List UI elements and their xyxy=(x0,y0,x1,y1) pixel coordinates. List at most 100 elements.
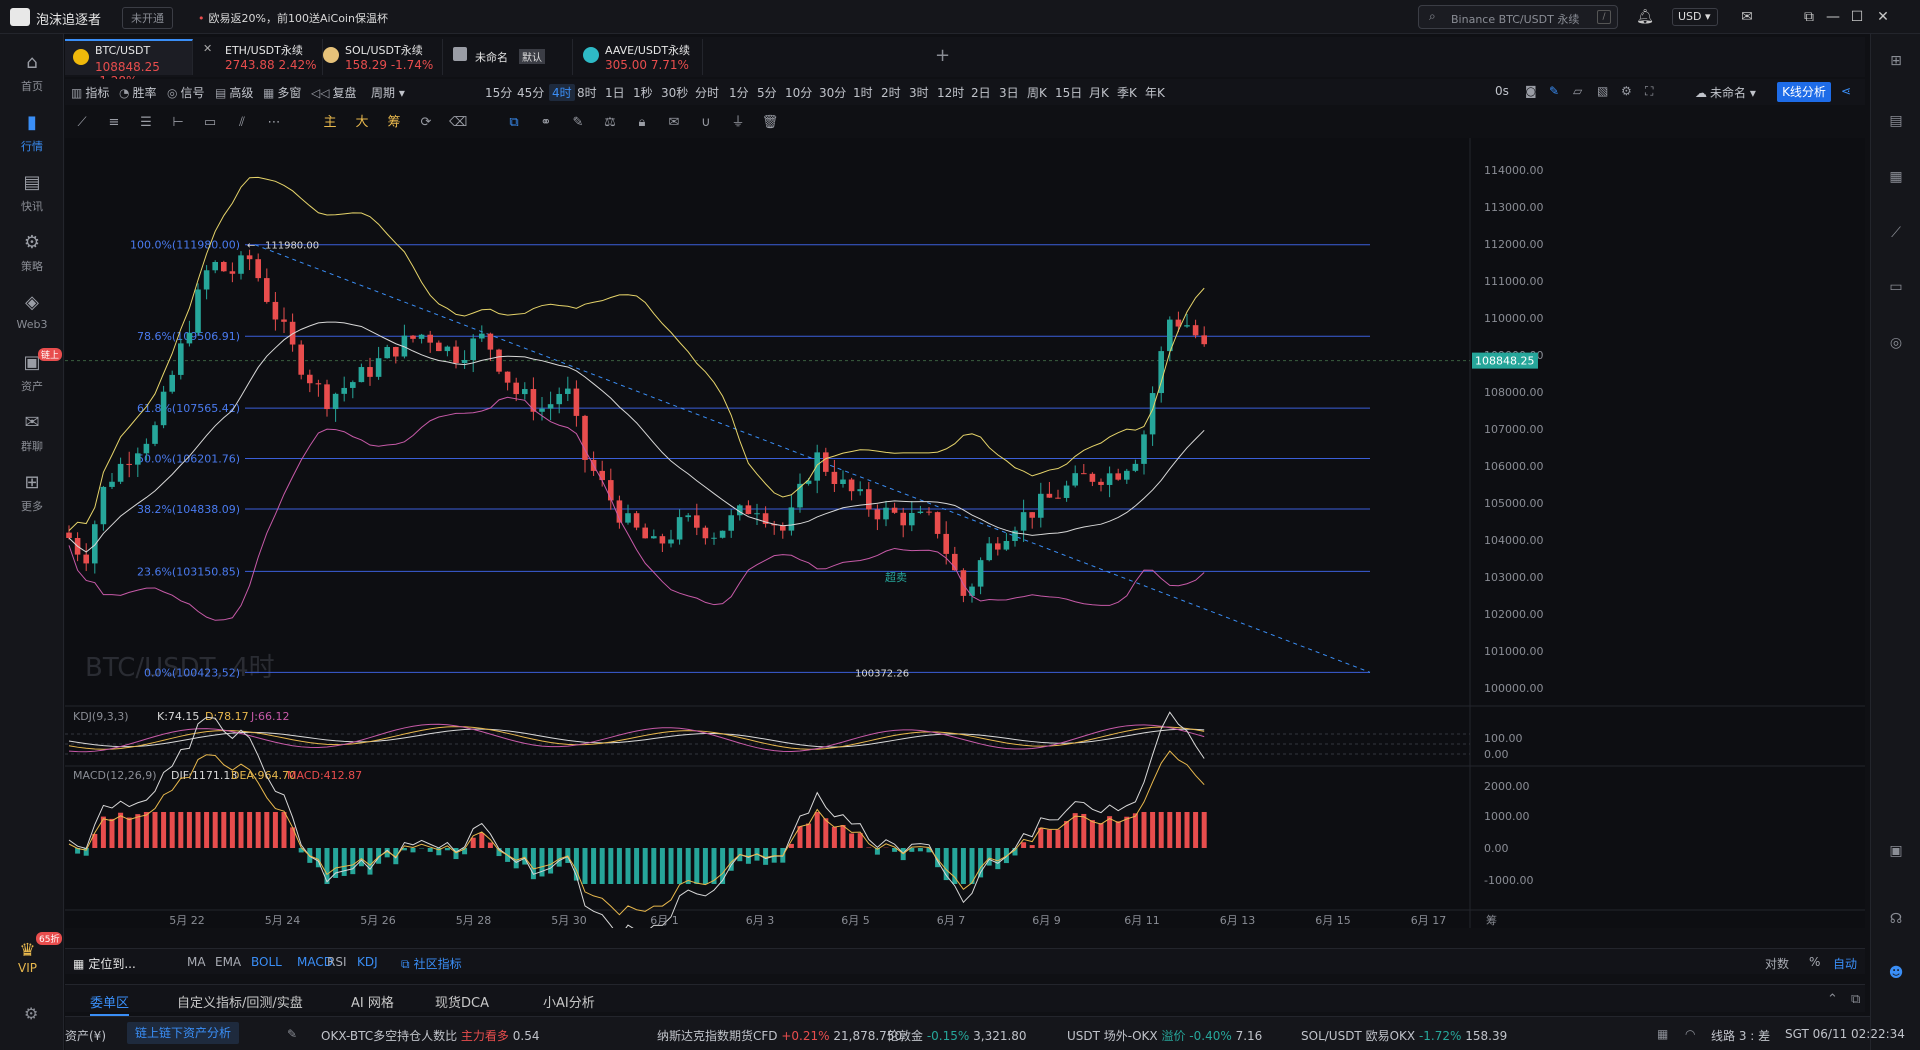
mail-icon[interactable]: ✉ xyxy=(1741,9,1753,25)
ticker-0[interactable]: OKX-BTC多空持仓人数比 主力看多 0.54 xyxy=(321,1027,539,1044)
kdj-title[interactable]: KDJ(9,3,3) xyxy=(73,710,129,723)
interval-10[interactable]: 10分 xyxy=(785,86,813,100)
indicator-boll[interactable]: BOLL xyxy=(251,955,282,969)
weight-icon[interactable]: ⚖ xyxy=(604,115,616,130)
parallel-icon[interactable]: ≡ xyxy=(108,115,120,130)
calculator-icon[interactable]: ▦ xyxy=(1889,169,1903,185)
interval-20[interactable]: 月K xyxy=(1089,86,1109,100)
symbol-tab-2[interactable]: SOL/USDT永续 158.29 -1.74% xyxy=(315,39,443,75)
nav-item-7[interactable]: ⊞ 更多 xyxy=(0,464,64,524)
toolbar-item-0[interactable]: ▥ 指标 xyxy=(71,84,109,101)
magnet-icon[interactable]: ∪ xyxy=(701,115,711,130)
grid-icon[interactable]: ⊞ xyxy=(1890,53,1902,69)
interval-8[interactable]: 1分 xyxy=(729,86,749,100)
link-icon[interactable]: ⚭ xyxy=(540,115,552,130)
currency-select[interactable]: USD ▾ xyxy=(1672,8,1718,26)
ruler-icon[interactable]: ▱ xyxy=(1573,84,1583,98)
draw-tool-1[interactable]: 大 xyxy=(355,115,369,130)
nav-item-3[interactable]: ⚙ 策略 xyxy=(0,224,64,284)
share-icon[interactable]: ⋖ xyxy=(1841,84,1852,98)
community-indicator[interactable]: ⧉ 社区指标 xyxy=(401,955,462,972)
scale-option-0[interactable]: 对数 xyxy=(1765,957,1790,971)
interval-19[interactable]: 15日 xyxy=(1055,86,1083,100)
ticker-3[interactable]: USDT 场外-OKX 溢价 -0.40% 7.16 xyxy=(1067,1027,1262,1044)
toolbar-item-1[interactable]: ◔ 胜率 xyxy=(119,84,157,101)
settings-icon[interactable]: ⚙ xyxy=(24,1004,39,1023)
kline-analysis-button[interactable]: K线分析 xyxy=(1777,82,1831,102)
panel-tab-2[interactable]: AI 网格 xyxy=(351,996,394,1011)
draw-tool-2[interactable]: 筹 xyxy=(387,115,401,130)
close-icon[interactable]: ✕ xyxy=(1877,9,1889,25)
interval-7[interactable]: 分时 xyxy=(695,86,720,100)
robot-icon[interactable]: ☻ xyxy=(1888,965,1904,981)
interval-21[interactable]: 季K xyxy=(1117,86,1137,100)
camera-icon[interactable]: ◙ xyxy=(1525,84,1537,98)
nav-item-2[interactable]: ▤ 快讯 xyxy=(0,164,64,224)
interval-12[interactable]: 1时 xyxy=(853,86,873,100)
marquee-text[interactable]: • 欧易返20%，前100送AiCoin保温杯 xyxy=(198,10,388,26)
macd-title[interactable]: MACD(12,26,9) xyxy=(73,769,157,782)
interval-13[interactable]: 2时 xyxy=(881,86,901,100)
nav-item-6[interactable]: ✉ 群聊 xyxy=(0,404,64,464)
scale-option-2[interactable]: 自动 xyxy=(1833,957,1858,971)
trash-icon[interactable]: 🗑︎ xyxy=(761,115,779,130)
network-line[interactable]: 线路 3 : 差 xyxy=(1711,1029,1771,1043)
indicator-ema[interactable]: EMA xyxy=(215,955,242,969)
interval-15[interactable]: 12时 xyxy=(937,86,965,100)
toolbar-item-5[interactable]: ◁◁ 复盘 xyxy=(311,84,356,101)
toolbar-item-2[interactable]: ◎ 信号 xyxy=(167,84,205,101)
interval-1[interactable]: 45分 xyxy=(517,86,545,100)
popout-panel-icon[interactable]: ⧉ xyxy=(1851,992,1861,1007)
pen-icon[interactable]: ✎ xyxy=(1549,84,1560,98)
chart-area[interactable]: BTC/USDT, 4时 114000.00 113000.00 112000.00 1… xyxy=(65,138,1865,939)
asset-analysis-button[interactable]: 链上链下资产分析 xyxy=(127,1022,240,1044)
interval-18[interactable]: 周K xyxy=(1027,86,1047,100)
brush-icon[interactable]: ✎ xyxy=(572,115,584,130)
panel-tab-1[interactable]: 自定义指标/回测/实盘 xyxy=(177,996,303,1011)
nav-item-4[interactable]: ◈ Web3 xyxy=(0,284,64,344)
symbol-tab-3[interactable]: 未命名 默认 xyxy=(445,39,573,75)
nav-item-0[interactable]: ⌂ 首页 xyxy=(0,44,64,104)
ticker-2[interactable]: 伦敦金 -0.15% 3,321.80 xyxy=(887,1027,1027,1044)
ticker-4[interactable]: SOL/USDT 欧易OKX -1.72% 158.39 xyxy=(1301,1027,1507,1044)
copy-icon[interactable]: ⧉ xyxy=(509,115,519,130)
candlestick-chart[interactable]: BTC/USDT, 4时 114000.00 113000.00 112000.00 1… xyxy=(65,138,1865,939)
interval-3[interactable]: 8时 xyxy=(577,86,597,100)
bell-icon[interactable]: 🔔︎ xyxy=(1636,9,1654,25)
image-icon[interactable]: ▧ xyxy=(1597,84,1609,98)
interval-11[interactable]: 30分 xyxy=(819,86,847,100)
trendline-icon[interactable]: ⟋ xyxy=(77,115,87,130)
scale-option-1[interactable]: % xyxy=(1809,955,1821,969)
locate-button[interactable]: ▦ 定位到... xyxy=(73,955,136,972)
indicator-kdj[interactable]: KDJ xyxy=(357,955,378,969)
panel-tab-4[interactable]: 小AI分析 xyxy=(543,996,595,1011)
more-icon[interactable]: ⋯ xyxy=(267,115,281,130)
rect-icon[interactable]: ▭ xyxy=(203,115,217,130)
toolbar-item-6[interactable]: 周期 ▾ xyxy=(371,86,405,100)
monitor-icon[interactable]: ▭ xyxy=(1889,279,1903,295)
panel-tab-3[interactable]: 现货DCA xyxy=(435,996,489,1011)
toolbar-item-3[interactable]: ▤ 高级 xyxy=(215,84,253,101)
fib-icon[interactable]: ⫽ xyxy=(239,115,245,130)
interval-0[interactable]: 15分 xyxy=(485,86,513,100)
interval-4[interactable]: 1日 xyxy=(605,86,625,100)
interval-16[interactable]: 2日 xyxy=(971,86,991,100)
ticker-1[interactable]: 纳斯达克指数期货CFD +0.21% 21,878.750 xyxy=(657,1027,902,1044)
analysis-icon[interactable]: ⟋ xyxy=(1891,225,1901,241)
qr-icon[interactable]: ▦ xyxy=(1657,1027,1669,1041)
hline-icon[interactable]: ⊢ xyxy=(172,115,184,130)
draw-tool-0[interactable]: 主 xyxy=(323,115,337,130)
gear-icon[interactable]: ⚙ xyxy=(1621,84,1632,98)
layout-icon[interactable]: ▣ xyxy=(1889,843,1903,859)
indicator-macd[interactable]: MACD xyxy=(297,955,333,969)
add-tab-icon[interactable]: + xyxy=(935,45,951,66)
lock-icon[interactable]: 🔒︎ xyxy=(638,115,646,130)
collapse-icon[interactable]: ⌃ xyxy=(1827,992,1838,1007)
interval-2[interactable]: 4时 xyxy=(549,84,575,101)
nav-item-1[interactable]: ▮ 行情 xyxy=(0,104,64,164)
trend-line[interactable] xyxy=(254,244,1371,673)
indicator-ma[interactable]: MA xyxy=(187,955,206,969)
headset-icon[interactable]: ☊ xyxy=(1889,911,1903,927)
layout-select[interactable]: ☁ 未命名 ▾ xyxy=(1695,86,1756,100)
